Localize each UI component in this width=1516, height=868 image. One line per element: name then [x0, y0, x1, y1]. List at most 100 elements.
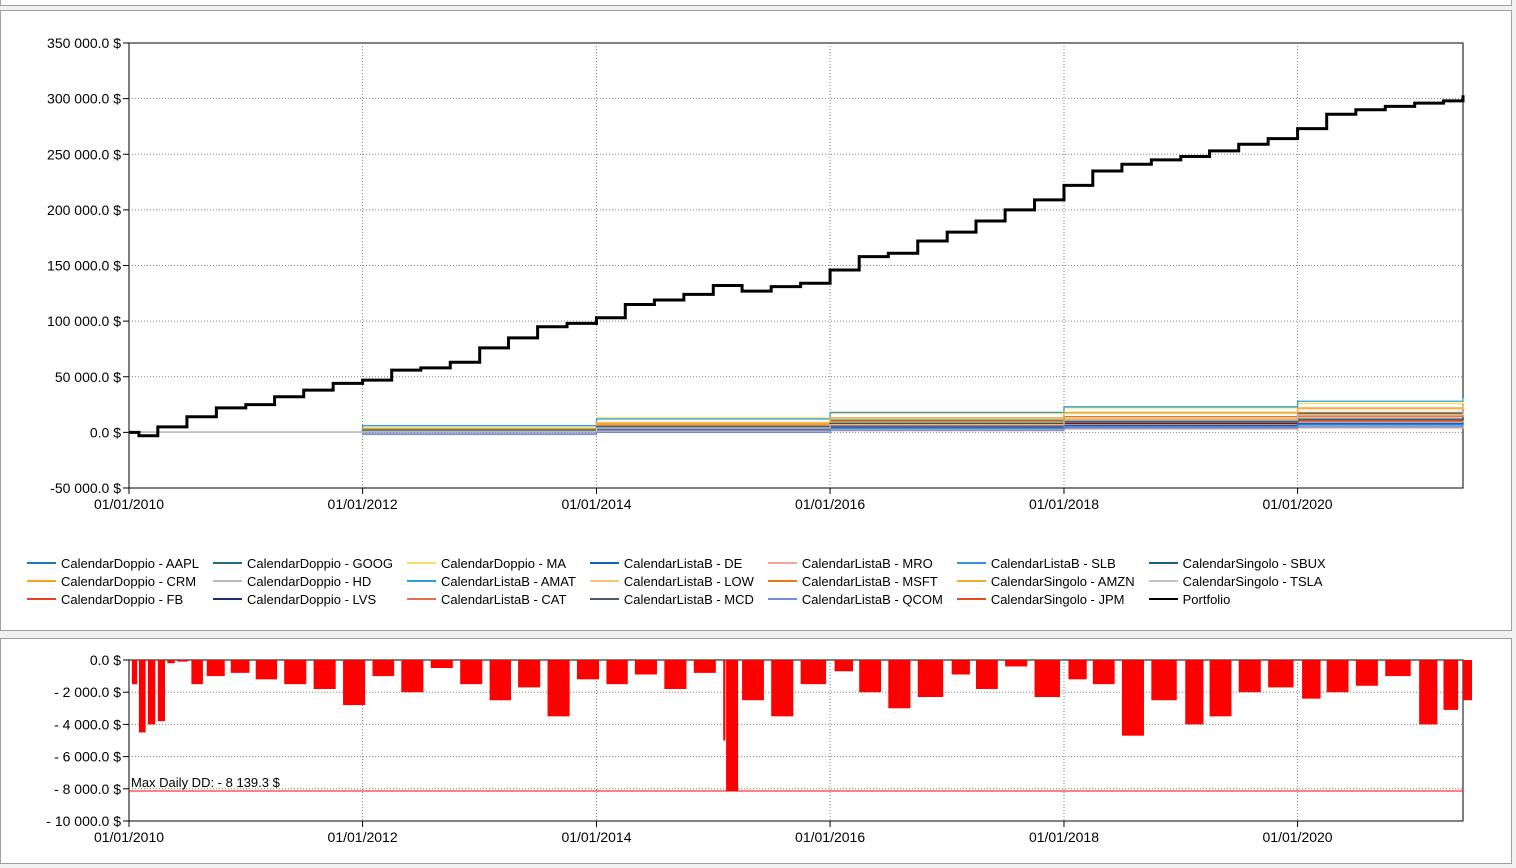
legend-swatch: [27, 580, 56, 582]
drawdown-bar: [1068, 660, 1087, 680]
legend-label: CalendarListaB - QCOM: [801, 591, 943, 607]
legend-swatch: [1148, 580, 1178, 582]
drawdown-bar: [206, 660, 225, 677]
legend-item: Portfolio: [1148, 590, 1326, 608]
legend-swatch: [406, 598, 436, 600]
drawdown-bar: [1463, 660, 1472, 701]
drawdown-chart-panel: 0.0 $ - 2 000.0 $ - 4 000.0 $ - 6 000.0 $ - …: [0, 638, 1512, 864]
equity-y-tick-label: 200 000.0 $: [47, 202, 121, 218]
drawdown-bar: [1443, 660, 1459, 710]
drawdown-bar: [191, 660, 203, 685]
drawdown-bar: [576, 660, 600, 680]
legend-label: CalendarListaB - DE: [623, 555, 743, 571]
equity-y-tick-label: 350 000.0 $: [47, 35, 121, 51]
legend-swatch: [589, 580, 619, 582]
legend-swatch: [956, 598, 986, 600]
legend-label: CalendarListaB - CAT: [440, 591, 567, 607]
legend-label: CalendarDoppio - AAPL: [61, 555, 200, 571]
drawdown-bar: [1385, 660, 1411, 677]
legend-label: CalendarSingolo - AMZN: [990, 573, 1135, 589]
drawdown-bar: [888, 660, 911, 709]
legend-item: CalendarListaB - SLB: [956, 554, 1135, 572]
drawdown-bar: [547, 660, 570, 717]
legend-label: CalendarSingolo - SBUX: [1182, 555, 1326, 571]
drawdown-bar: [1326, 660, 1349, 693]
drawdown-y-tick-label: - 8 000.0 $: [54, 781, 121, 797]
drawdown-bar: [230, 660, 250, 673]
legend-item: CalendarSingolo - SBUX: [1148, 554, 1326, 572]
drawdown-bar: [157, 660, 165, 722]
drawdown-bar: [1034, 660, 1060, 698]
series-line-16: [129, 404, 1464, 434]
legend-label: CalendarListaB - LOW: [623, 573, 754, 589]
drawdown-bar: [1209, 660, 1232, 717]
legend-label: CalendarDoppio - HD: [247, 573, 372, 589]
drawdown-bar: [951, 660, 970, 675]
drawdown-bar: [975, 660, 998, 689]
legend-label: CalendarDoppio - CRM: [61, 573, 197, 589]
legend-item: CalendarSingolo - AMZN: [956, 572, 1135, 590]
drawdown-y-tick-label: - 10 000.0 $: [46, 813, 121, 829]
legend-swatch: [27, 562, 56, 564]
equity-y-tick-label: 250 000.0 $: [47, 146, 121, 162]
drawdown-bar: [771, 660, 794, 717]
legend-swatch: [406, 580, 436, 582]
series-line-7: [129, 397, 1464, 434]
drawdown-x-tick-label: 01/01/2020: [1263, 829, 1333, 845]
drawdown-bar: [343, 660, 366, 706]
equity-x-tick-label: 01/01/2018: [1029, 496, 1099, 512]
legend-item: CalendarListaB - MSFT: [767, 572, 943, 590]
equity-y-tick-label: -50 000.0 $: [50, 480, 121, 496]
drawdown-bar: [834, 660, 854, 672]
legend-swatch: [589, 562, 619, 564]
equity-y-tick-label: 150 000.0 $: [47, 258, 121, 274]
drawdown-bar: [1302, 660, 1321, 699]
legend-label: CalendarListaB - MCD: [623, 591, 754, 607]
max-dd-annotation: Max Daily DD: - 8 139.3 $: [131, 775, 281, 790]
drawdown-bar: [1355, 660, 1378, 686]
legend-label: CalendarDoppio - FB: [61, 591, 184, 607]
legend-swatch: [767, 598, 797, 600]
drawdown-bar: [167, 660, 175, 664]
legend-swatch: [213, 598, 243, 600]
top-panel-edge: [0, 0, 1512, 6]
drawdown-bar: [489, 660, 511, 701]
legend-label: CalendarDoppio - MA: [440, 555, 566, 571]
legend-label: CalendarSingolo - JPM: [990, 591, 1125, 607]
legend-item: CalendarDoppio - MA: [406, 554, 576, 572]
drawdown-bar: [664, 660, 687, 689]
drawdown-x-tick-label: 01/01/2010: [94, 829, 164, 845]
legend-swatch: [956, 580, 986, 582]
legend-item: CalendarSingolo - TSLA: [1148, 572, 1326, 590]
legend-swatch: [213, 580, 243, 582]
legend-swatch: [27, 598, 56, 600]
drawdown-bar: [859, 660, 882, 693]
drawdown-x-tick-label: 01/01/2016: [795, 829, 865, 845]
drawdown-bar: [313, 660, 336, 689]
legend-swatch: [1148, 562, 1178, 564]
legend: CalendarDoppio - AAPL CalendarDoppio - CR…: [27, 554, 1507, 614]
drawdown-bar: [255, 660, 278, 680]
legend-label: CalendarListaB - SLB: [990, 555, 1116, 571]
drawdown-bar: [1151, 660, 1177, 701]
equity-y-tick-label: 100 000.0 $: [47, 313, 121, 329]
legend-item: CalendarDoppio - CRM: [27, 572, 199, 590]
drawdown-bar: [147, 660, 156, 725]
drawdown-bar: [723, 660, 726, 741]
drawdown-y-tick-label: 0.0 $: [90, 652, 121, 668]
equity-y-tick-label: 50 000.0 $: [55, 369, 121, 385]
legend-item: CalendarListaB - CAT: [406, 590, 576, 608]
legend-label: CalendarSingolo - TSLA: [1182, 573, 1323, 589]
drawdown-y-tick-label: - 6 000.0 $: [54, 749, 121, 765]
drawdown-y-tick-label: - 2 000.0 $: [54, 684, 121, 700]
legend-swatch: [1148, 598, 1178, 600]
legend-label: CalendarListaB - MSFT: [801, 573, 938, 589]
legend-item: CalendarSingolo - JPM: [956, 590, 1135, 608]
drawdown-y-tick-label: - 4 000.0 $: [54, 716, 121, 732]
drawdown-bar: [131, 660, 138, 685]
series-line-20: [129, 95, 1465, 438]
legend-label: Portfolio: [1182, 591, 1231, 607]
legend-swatch: [956, 562, 986, 564]
legend-item: CalendarDoppio - LVS: [213, 590, 393, 608]
drawdown-bar: [917, 660, 944, 698]
